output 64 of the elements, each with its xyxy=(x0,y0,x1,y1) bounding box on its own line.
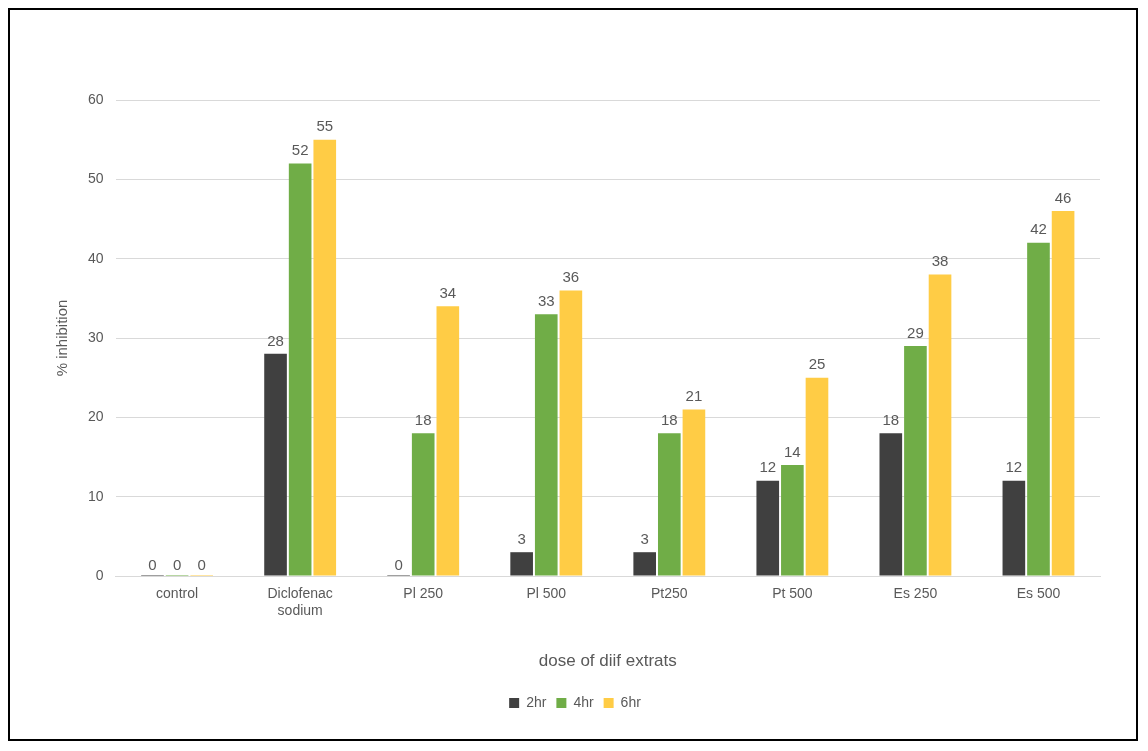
y-tick-label: 50 xyxy=(87,170,104,187)
x-tick-label: Es 250 xyxy=(893,585,938,602)
data-label: 0 xyxy=(148,555,157,573)
data-label: 21 xyxy=(685,387,703,405)
bar xyxy=(313,139,337,576)
bar xyxy=(805,377,829,576)
data-label: 46 xyxy=(1054,188,1072,206)
y-tick-label: 20 xyxy=(87,408,104,425)
data-label: 0 xyxy=(197,555,206,573)
y-tick-label: 10 xyxy=(87,487,104,504)
bar xyxy=(559,290,583,576)
bar xyxy=(411,433,435,576)
data-label: 3 xyxy=(517,529,526,547)
data-label: 36 xyxy=(562,268,580,286)
data-label: 34 xyxy=(439,283,457,301)
x-tick-label: control xyxy=(156,585,199,602)
legend-label: 6hr xyxy=(620,693,642,710)
data-label: 52 xyxy=(291,141,309,159)
bar xyxy=(288,163,312,576)
bar xyxy=(879,433,903,576)
x-tick-label: Diclofenac sodium xyxy=(267,585,333,619)
y-tick-label: 0 xyxy=(95,566,104,583)
data-label: 25 xyxy=(808,355,826,373)
y-tick-label: 40 xyxy=(87,249,104,266)
data-label: 0 xyxy=(394,555,403,573)
data-label: 42 xyxy=(1030,220,1047,238)
data-label: 12 xyxy=(759,458,777,476)
bar xyxy=(657,433,681,576)
y-tick-label: 60 xyxy=(87,90,104,107)
bar xyxy=(928,274,952,576)
x-tick-label: Pt 500 xyxy=(772,585,813,602)
bar xyxy=(682,409,706,576)
x-tick-label: Pl 250 xyxy=(403,585,444,602)
data-label: 0 xyxy=(172,555,182,573)
x-tick-label: Es 500 xyxy=(1016,585,1061,602)
bar xyxy=(633,552,657,576)
bar xyxy=(1051,211,1075,576)
bar xyxy=(510,552,533,576)
data-label: 12 xyxy=(1005,458,1023,476)
bar xyxy=(1002,480,1026,576)
data-label: 3 xyxy=(640,529,649,547)
bar xyxy=(1027,242,1050,576)
data-label: 33 xyxy=(537,291,555,309)
y-axis-title: % inhibition xyxy=(53,299,71,377)
data-label: 18 xyxy=(882,410,900,428)
legend-label: 4hr xyxy=(573,693,594,710)
data-label: 18 xyxy=(414,410,432,428)
x-tick-label: Pl 500 xyxy=(526,585,567,602)
data-label: 38 xyxy=(931,252,949,270)
bar xyxy=(534,314,558,576)
data-label: 14 xyxy=(784,442,801,460)
legend-label: 2hr xyxy=(526,693,547,710)
bar xyxy=(904,345,927,576)
data-label: 55 xyxy=(316,117,334,135)
data-label: 18 xyxy=(660,410,678,428)
bar xyxy=(756,480,780,576)
y-tick-label: 30 xyxy=(87,328,104,345)
data-label: 29 xyxy=(907,323,924,341)
x-axis-title: dose of diif extrats xyxy=(538,651,677,671)
bar xyxy=(436,306,460,576)
bar xyxy=(781,464,804,576)
data-label: 28 xyxy=(267,331,284,349)
bar xyxy=(264,353,287,576)
x-tick-label: Pt250 xyxy=(651,585,688,602)
